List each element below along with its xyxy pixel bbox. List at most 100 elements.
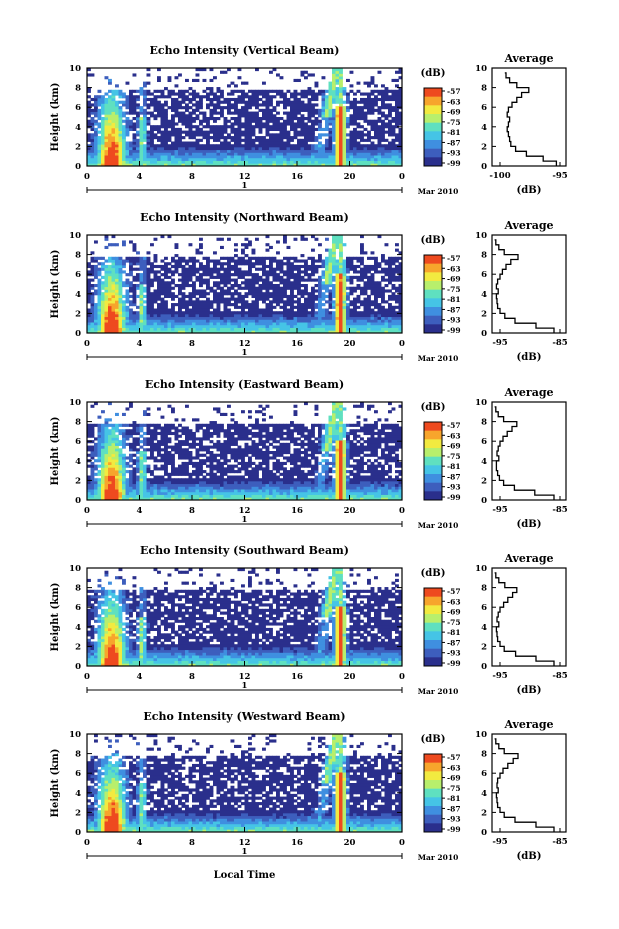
heatmap-cell — [395, 100, 399, 104]
heatmap-cell — [293, 327, 298, 331]
heatmap-cell — [125, 152, 130, 156]
heatmap-cell — [363, 81, 368, 85]
heatmap-cell — [276, 240, 280, 244]
heatmap-cell — [227, 160, 231, 164]
heatmap-cell — [115, 464, 119, 468]
heatmap-cell — [174, 303, 179, 307]
heatmap-cell — [283, 240, 287, 244]
heatmap-cell — [139, 472, 144, 476]
heatmap-cell — [202, 308, 207, 312]
heatmap-cell — [220, 264, 224, 269]
heatmap-cell — [307, 111, 312, 115]
heatmap-cell — [237, 330, 242, 334]
heatmap-cell — [353, 330, 357, 334]
heatmap-cell — [381, 155, 385, 159]
heatmap-cell — [111, 106, 116, 110]
heatmap-cell — [195, 146, 200, 151]
heatmap-cell — [332, 70, 336, 74]
heatmap-cell — [122, 136, 126, 140]
heatmap-cell — [192, 322, 196, 326]
heatmap-cell — [122, 453, 126, 457]
heatmap-cell — [342, 322, 347, 326]
heatmap-cell — [346, 275, 350, 279]
heatmap-cell — [332, 122, 336, 126]
echo-heatmap — [87, 235, 403, 334]
heatmap-cell — [321, 152, 326, 156]
heatmap-cell — [206, 305, 210, 309]
heatmap-cell — [307, 330, 312, 334]
heatmap-cell — [115, 319, 119, 323]
heatmap-cell — [300, 278, 305, 282]
heatmap-cell — [279, 324, 284, 328]
heatmap-cell — [370, 284, 375, 288]
heatmap-cell — [241, 275, 245, 279]
heatmap-cell — [181, 160, 186, 164]
heatmap-cell — [384, 160, 389, 164]
heatmap-cell — [370, 157, 375, 161]
heatmap-cell — [108, 243, 112, 247]
heatmap-cell — [129, 141, 133, 145]
heatmap-cell — [388, 97, 392, 102]
heatmap-cell — [339, 322, 343, 326]
heatmap-cell — [216, 319, 221, 323]
heatmap-cell — [279, 281, 284, 285]
heatmap-cell — [146, 308, 151, 312]
heatmap-cell — [136, 278, 140, 282]
heatmap-cell — [241, 108, 245, 112]
heatmap-cell — [349, 303, 354, 307]
heatmap-cell — [104, 146, 109, 151]
heatmap-cell — [209, 92, 214, 96]
heatmap-cell — [90, 324, 95, 328]
heatmap-cell — [164, 163, 168, 167]
heatmap-cell — [150, 264, 154, 269]
heatmap-cell — [174, 76, 179, 80]
heatmap-cell — [307, 160, 312, 164]
heatmap-cell — [132, 316, 137, 320]
heatmap-cell — [395, 163, 399, 167]
heatmap-cell — [395, 330, 399, 334]
heatmap-cell — [248, 141, 252, 145]
heatmap-cell — [360, 289, 364, 293]
heatmap-cell — [90, 464, 95, 468]
heatmap-cell — [97, 319, 102, 323]
heatmap-cell — [118, 160, 123, 164]
heatmap-cell — [227, 106, 231, 110]
heatmap-cell — [108, 464, 112, 468]
heatmap-cell — [146, 106, 151, 110]
heatmap-cell — [202, 152, 207, 156]
heatmap-cell — [87, 114, 91, 118]
heatmap-cell — [171, 322, 175, 326]
heatmap-cell — [146, 311, 151, 315]
heatmap-cell — [111, 97, 116, 102]
heatmap-cell — [388, 163, 392, 167]
heatmap-cell — [171, 303, 175, 307]
heatmap-cell — [97, 278, 102, 282]
x-tick-label: 8 — [189, 339, 195, 349]
heatmap-cell — [97, 472, 102, 476]
heatmap-cell — [129, 316, 133, 320]
heatmap-cell — [314, 84, 319, 88]
heatmap-cell — [132, 442, 137, 446]
heatmap-cell — [125, 313, 130, 318]
heatmap-cell — [276, 89, 280, 93]
heatmap-cell — [188, 163, 193, 167]
heatmap-cell — [363, 281, 368, 285]
heatmap-cell — [202, 256, 207, 260]
heatmap-cell — [171, 92, 175, 96]
heatmap-cell — [87, 149, 91, 153]
heatmap-cell — [115, 157, 119, 161]
heatmap-cell — [339, 157, 343, 161]
heatmap-cell — [199, 311, 203, 315]
heatmap-cell — [311, 264, 315, 269]
heatmap-cell — [290, 286, 294, 290]
heatmap-cell — [209, 319, 214, 323]
heatmap-cell — [132, 146, 137, 151]
heatmap-cell — [335, 133, 340, 137]
heatmap-cell — [115, 313, 119, 318]
heatmap-cell — [241, 297, 245, 301]
heatmap-cell — [283, 141, 287, 145]
heatmap-cell — [160, 319, 165, 323]
heatmap-cell — [370, 111, 375, 115]
heatmap-cell — [174, 243, 179, 247]
heatmap-cell — [328, 149, 333, 153]
